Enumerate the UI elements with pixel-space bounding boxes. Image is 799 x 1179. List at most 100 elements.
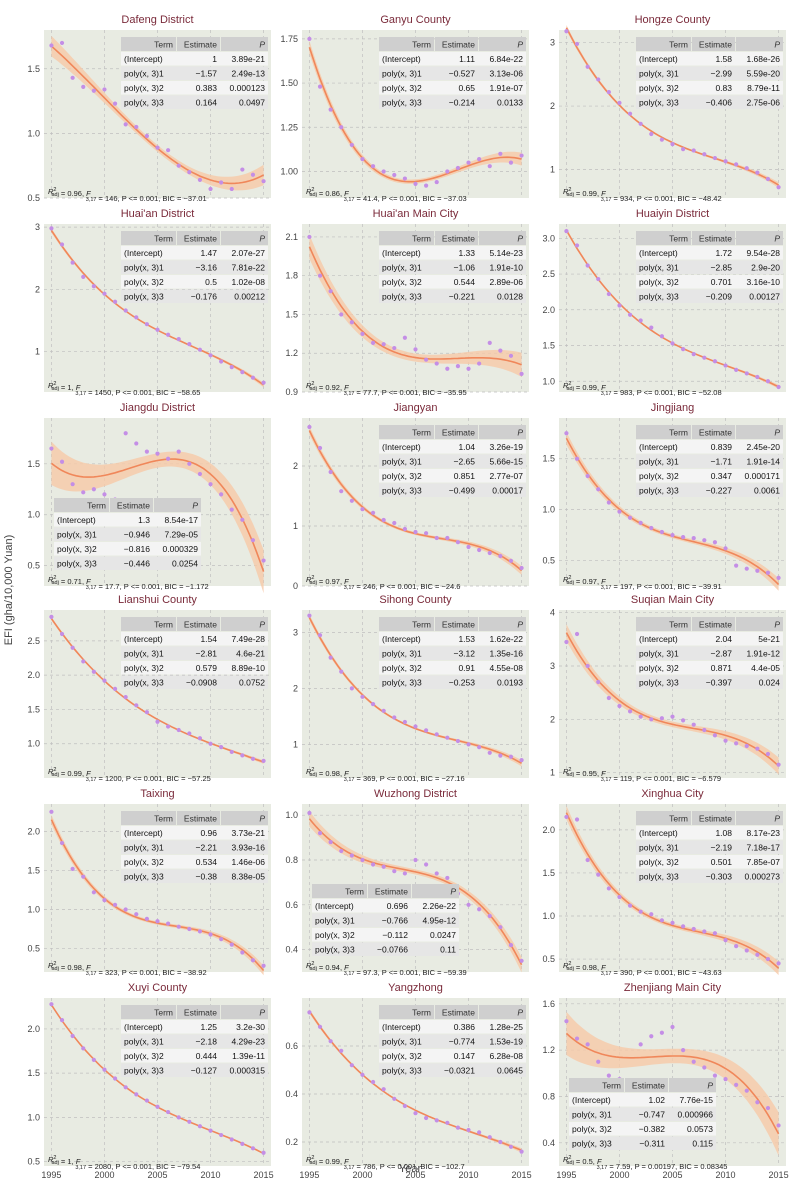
table-pvalue: 2.9e-20 xyxy=(751,263,780,273)
data-point xyxy=(691,148,696,153)
table-header-text: Estimate xyxy=(184,40,217,50)
table-header-text: Estimate xyxy=(699,40,732,50)
fit-statistics: R2 adj = 0.99, F 3,17 = 983, P <= 0.001, B… xyxy=(563,381,722,397)
data-point xyxy=(261,758,266,763)
data-point xyxy=(240,753,245,758)
fit-statistics: R2 adj = 0.98, F 3,17 = 390, P <= 0.001, B… xyxy=(563,961,722,977)
x-tick-label: 2005 xyxy=(662,1170,682,1179)
table-term: poly(x, 3)1 xyxy=(382,457,422,467)
data-point xyxy=(134,315,139,320)
data-point xyxy=(649,525,654,531)
data-point xyxy=(208,932,213,937)
data-point xyxy=(70,75,75,80)
panel-14: Xinghua City 2.0 1.5 1.0 0.5 Term Estimate P (In… xyxy=(542,788,786,977)
table-estimate: 1.04 xyxy=(458,442,475,452)
data-point xyxy=(392,172,397,178)
table-header-cell xyxy=(177,1005,220,1019)
data-point xyxy=(617,703,622,709)
data-point xyxy=(360,857,365,863)
data-point xyxy=(261,558,266,563)
table-estimate: −0.946 xyxy=(124,530,151,540)
data-point xyxy=(381,169,386,174)
table-header-text: P xyxy=(259,1008,265,1018)
table-estimate: −2.85 xyxy=(710,263,732,273)
data-point xyxy=(776,185,781,190)
data-point xyxy=(102,291,107,296)
table-term: poly(x, 3)2 xyxy=(639,857,679,867)
data-point xyxy=(229,1137,234,1142)
table-estimate: −0.253 xyxy=(449,678,476,688)
x-tick-label: 2005 xyxy=(147,1170,167,1179)
table-header-text: Estimate xyxy=(632,1081,665,1091)
data-point xyxy=(723,738,728,743)
table-header-text: P xyxy=(774,428,780,438)
table-pvalue: 2.26e-22 xyxy=(422,901,456,911)
panel-title: Wuzhong District xyxy=(374,788,457,800)
table-row xyxy=(636,246,783,260)
data-point xyxy=(508,754,514,759)
fit-line xyxy=(308,617,522,764)
table-term: poly(x, 3)3 xyxy=(124,872,164,882)
data-point xyxy=(229,749,234,755)
table-row xyxy=(121,675,268,689)
panel-6: Jiangdu District 1.5 1.0 0.5 Term Estimate P (I… xyxy=(27,402,271,594)
table-row xyxy=(636,81,783,95)
panel-title: Xinghua City xyxy=(641,788,704,800)
table-term: poly(x, 3)1 xyxy=(572,1110,612,1120)
y-tick-label: 0.4 xyxy=(285,945,298,955)
y-tick-label: 1.5 xyxy=(27,704,40,714)
coef-table: Term Estimate P (Intercept) 1.04 3.26e-19 poly… xyxy=(379,425,526,497)
data-point xyxy=(187,731,192,736)
data-point xyxy=(434,179,439,185)
table-estimate: 1.3 xyxy=(138,515,150,525)
table-row xyxy=(379,661,526,675)
coef-table: Term Estimate P (Intercept) 1.33 5.14e-23 poly… xyxy=(379,231,526,303)
table-estimate: −3.12 xyxy=(453,649,475,659)
table-pvalue: 1.46e-06 xyxy=(231,857,265,867)
data-point xyxy=(617,894,622,900)
data-point xyxy=(317,831,323,836)
table-term: poly(x, 3)3 xyxy=(315,945,355,955)
fit-statistics: R2 adj = 0.98, F 3,17 = 323, P <= 0.001, B… xyxy=(48,961,207,977)
data-point xyxy=(723,1077,728,1082)
table-row xyxy=(121,855,268,869)
table-row xyxy=(636,646,783,660)
table-row xyxy=(312,899,459,913)
table-estimate: 1.11 xyxy=(459,54,475,64)
table-row xyxy=(121,869,268,883)
table-row xyxy=(379,260,526,274)
data-point xyxy=(349,142,354,148)
data-point xyxy=(564,1019,569,1024)
data-point xyxy=(197,347,203,352)
table-pvalue: 0.024 xyxy=(759,678,781,688)
table-row xyxy=(636,275,783,289)
data-point xyxy=(413,347,418,352)
table-header-text: Term xyxy=(154,814,173,824)
data-point xyxy=(564,431,569,436)
table-estimate: −0.311 xyxy=(639,1139,665,1149)
table-term: poly(x, 3)2 xyxy=(572,1124,612,1134)
table-pvalue: 0.000315 xyxy=(230,1066,266,1076)
data-point xyxy=(466,902,471,907)
data-point xyxy=(744,948,749,953)
table-row xyxy=(54,556,201,570)
data-point xyxy=(402,526,407,532)
fit-statistics: R2 adj = 0.92, F 3,17 = 77.7, P <= 0.001, … xyxy=(306,381,467,397)
fit-line xyxy=(308,47,522,183)
panel-5: Huaiyin District 3.0 2.5 2.0 1.5 1.0 Term Estim… xyxy=(542,208,786,397)
data-point xyxy=(765,956,771,962)
fit-statistics: R2 adj = 0.99, F 3,17 = 934, P <= 0.001, B… xyxy=(563,187,722,203)
y-tick-label: 2.0 xyxy=(27,1024,40,1034)
table-header-text: P xyxy=(517,1008,523,1018)
confidence-band xyxy=(51,35,264,191)
data-point xyxy=(49,446,54,451)
fit-line xyxy=(308,818,523,966)
panel-title: Ganyu County xyxy=(380,14,451,26)
table-term: poly(x, 3)3 xyxy=(124,678,164,688)
table-header-text: P xyxy=(259,234,265,244)
y-tick-label: 1 xyxy=(550,768,555,778)
data-point xyxy=(649,717,654,722)
data-point xyxy=(681,718,686,723)
data-point xyxy=(776,961,781,966)
table-term: poly(x, 3)2 xyxy=(124,857,164,867)
